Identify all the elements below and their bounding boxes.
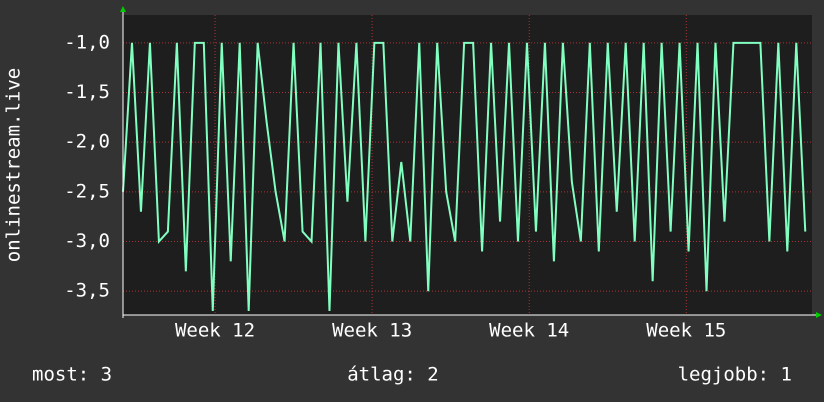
footer-average: átlag: 2 xyxy=(347,364,439,386)
y-axis-label: onlinestream.live xyxy=(3,68,25,262)
x-tick-label: Week 15 xyxy=(646,320,726,342)
footer-now: most: 3 xyxy=(32,364,112,386)
footer-best: legjobb: 1 xyxy=(678,364,792,386)
y-tick-label: -3,0 xyxy=(64,230,110,252)
x-tick-label: Week 14 xyxy=(489,320,569,342)
y-tick-label: -1,0 xyxy=(64,31,110,53)
y-arrow xyxy=(120,6,126,12)
x-tick-label: Week 13 xyxy=(332,320,412,342)
data-line xyxy=(122,41,807,312)
y-tick-label: -1,5 xyxy=(64,81,110,103)
y-tick-label: -2,5 xyxy=(64,180,110,202)
y-tick-label: -2,0 xyxy=(64,131,110,153)
x-arrow xyxy=(816,312,822,318)
x-tick-label: Week 12 xyxy=(175,320,255,342)
y-tick-label: -3,5 xyxy=(64,280,110,302)
